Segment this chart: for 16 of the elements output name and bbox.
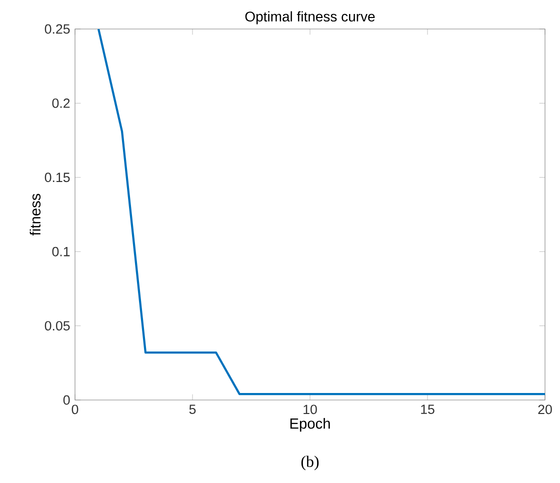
- y-tick-label: 0.2: [52, 98, 70, 108]
- text: (b): [301, 456, 319, 470]
- y-tick-label: 0.25: [44, 24, 70, 34]
- y-tick-label: 0.05: [44, 321, 70, 331]
- y-tick-label: 0.15: [44, 172, 70, 182]
- x-tick-label: 20: [538, 404, 552, 414]
- x-tick-label: 10: [304, 404, 317, 414]
- x-tick-label: 15: [421, 404, 434, 414]
- y-tick-label: 0: [63, 395, 70, 405]
- y-tick-label: 0.1: [52, 246, 70, 256]
- x-tick-label: 5: [189, 404, 196, 414]
- x-axis-title: Epoch: [290, 418, 330, 432]
- x-tick-label: 0: [72, 404, 78, 414]
- line-series: [97, 29, 546, 396]
- y-axis-title: fitness: [30, 194, 41, 236]
- chart-title: Optimal fitness curve: [245, 11, 375, 24]
